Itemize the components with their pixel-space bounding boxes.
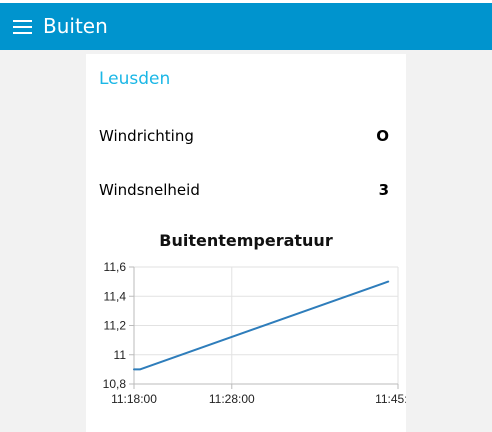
top-app-bar: Buiten bbox=[0, 0, 492, 50]
wind-direction-value: O bbox=[376, 127, 389, 145]
series-line-temperature bbox=[133, 280, 390, 371]
page-title: Buiten bbox=[43, 14, 108, 38]
group-title: Leusden bbox=[99, 69, 171, 89]
y-tick-label: 11,4 bbox=[104, 289, 127, 303]
wind-speed-row: Windsnelheid 3 bbox=[99, 178, 389, 202]
y-tick-label: 11,2 bbox=[104, 319, 127, 333]
x-tick-label: 11:45:00 bbox=[375, 392, 406, 406]
x-tick-label: 11:28:00 bbox=[209, 392, 255, 406]
y-tick-label: 11,6 bbox=[104, 260, 127, 274]
wind-direction-label: Windrichting bbox=[99, 127, 194, 145]
wind-speed-value: 3 bbox=[378, 181, 389, 199]
wind-speed-label: Windsnelheid bbox=[99, 181, 200, 199]
wind-direction-row: Windrichting O bbox=[99, 124, 389, 148]
widget-group-card: Leusden Windrichting O Windsnelheid 3 Bu… bbox=[86, 54, 406, 432]
temperature-line-chart: 10,8 11 11,2 11,4 11,6 11:18:00 11:28:00 11:45:… bbox=[103, 260, 406, 406]
y-tick-label: 11 bbox=[114, 348, 127, 362]
x-tick-label: 11:18:00 bbox=[111, 392, 157, 406]
y-tick-label: 10,8 bbox=[103, 377, 127, 391]
hamburger-menu-icon[interactable] bbox=[13, 18, 32, 34]
chart-title: Buitentemperatuur bbox=[159, 231, 333, 250]
